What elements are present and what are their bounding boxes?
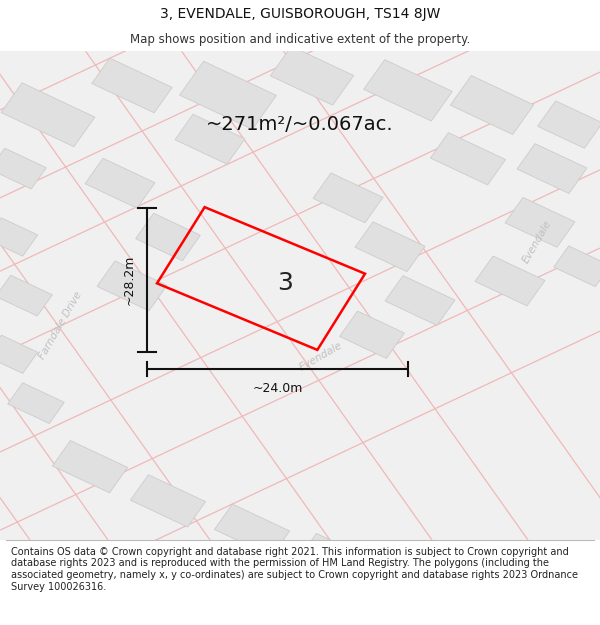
Polygon shape: [52, 441, 128, 493]
Polygon shape: [136, 213, 200, 261]
Text: ~271m²/~0.067ac.: ~271m²/~0.067ac.: [206, 115, 394, 134]
Polygon shape: [313, 173, 383, 222]
Polygon shape: [475, 256, 545, 306]
Polygon shape: [130, 475, 206, 527]
Polygon shape: [538, 101, 600, 148]
Polygon shape: [355, 222, 425, 272]
Text: 3, EVENDALE, GUISBOROUGH, TS14 8JW: 3, EVENDALE, GUISBOROUGH, TS14 8JW: [160, 8, 440, 21]
Polygon shape: [340, 311, 404, 358]
Text: ~24.0m: ~24.0m: [253, 382, 302, 395]
Polygon shape: [364, 59, 452, 121]
Polygon shape: [175, 114, 245, 164]
Polygon shape: [214, 504, 290, 556]
Text: Contains OS data © Crown copyright and database right 2021. This information is : Contains OS data © Crown copyright and d…: [11, 547, 578, 592]
Polygon shape: [0, 218, 38, 256]
Polygon shape: [0, 51, 600, 540]
Polygon shape: [179, 61, 277, 129]
Text: Evendale: Evendale: [298, 341, 344, 373]
Polygon shape: [517, 144, 587, 194]
Polygon shape: [430, 132, 506, 185]
Polygon shape: [0, 335, 38, 373]
Polygon shape: [385, 276, 455, 326]
Text: 3: 3: [277, 271, 293, 296]
Polygon shape: [85, 158, 155, 208]
Polygon shape: [451, 76, 533, 134]
Polygon shape: [1, 83, 95, 147]
Polygon shape: [505, 198, 575, 248]
Polygon shape: [298, 533, 374, 586]
Text: Farndale Drive: Farndale Drive: [37, 289, 83, 361]
Text: Evendale: Evendale: [521, 219, 553, 265]
Polygon shape: [554, 246, 600, 287]
Text: Map shows position and indicative extent of the property.: Map shows position and indicative extent…: [130, 34, 470, 46]
Polygon shape: [92, 58, 172, 113]
Polygon shape: [0, 275, 52, 316]
Polygon shape: [8, 382, 64, 424]
Polygon shape: [97, 261, 167, 311]
Text: ~28.2m: ~28.2m: [122, 254, 136, 305]
Polygon shape: [271, 46, 353, 105]
Polygon shape: [0, 148, 46, 189]
